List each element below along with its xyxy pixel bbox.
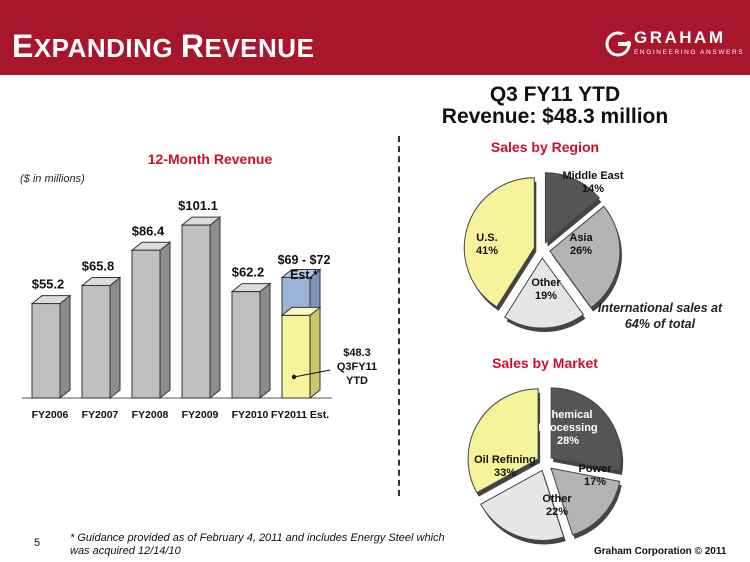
- headline-line-1: Q3 FY11 YTD: [489, 83, 621, 106]
- region-slice-u-s: [463, 177, 535, 308]
- region-slice-asia: [549, 205, 621, 309]
- page-number: 5: [34, 537, 41, 549]
- estimate-label-1: $69 - $72: [278, 253, 331, 267]
- market-label-chemical-processing: Chemical: [544, 409, 593, 421]
- international-note-line-2: 64% of total: [624, 317, 696, 331]
- revenue-unit-note: ($ in millions): [20, 173, 85, 185]
- market-value-power: 17%: [584, 476, 606, 488]
- market-value-chemical-processing: 28%: [557, 435, 579, 447]
- logo-tagline: ENGINEERING ANSWERS: [634, 49, 745, 56]
- bar-fy2010: [231, 291, 261, 399]
- international-sales-note: International sales at 64% of total: [590, 300, 730, 332]
- category-label-fy2006: FY2006: [32, 409, 69, 421]
- bar-fy2011-est-ytd: [281, 314, 311, 399]
- international-note-line-1: International sales at: [597, 301, 723, 315]
- market-chart-title: Sales by Market: [492, 355, 598, 371]
- market-slice-power: [550, 467, 621, 536]
- graham-logo-mark-icon: [605, 31, 632, 57]
- region-value-asia: 26%: [570, 245, 592, 257]
- market-label-oil-refining: Oil Refining: [474, 454, 536, 466]
- logo-wordmark: GRAHAM: [634, 28, 726, 47]
- estimate-label-2: Est.*: [290, 268, 318, 282]
- copyright: Graham Corporation © 2011: [594, 546, 727, 557]
- market-label-power: Power: [578, 463, 612, 475]
- region-label-u-s: U.S.: [476, 232, 497, 244]
- value-label-fy2008: $86.4: [132, 223, 165, 238]
- category-label-fy2007: FY2007: [82, 409, 119, 421]
- value-label-fy2007: $65.8: [82, 258, 115, 273]
- market-value-oil-refining: 33%: [494, 467, 516, 479]
- market-slice-chemical-processing: [550, 387, 622, 472]
- region-chart-title: Sales by Region: [490, 139, 600, 155]
- bar-fy2009: [181, 224, 211, 399]
- market-slice-oil-refining: [467, 388, 539, 494]
- market-label-other: Other: [542, 493, 572, 505]
- revenue-chart-title: 12-Month Revenue: [147, 151, 273, 167]
- region-slice-middle-east: [544, 172, 601, 244]
- ytd-label-1: $48.3: [343, 347, 371, 359]
- market-slice-other: [480, 469, 565, 541]
- bar-fy2007: [81, 284, 111, 399]
- page-title: EXPANDING REVENUE: [12, 28, 315, 64]
- region-slice-other: [504, 257, 585, 329]
- ytd-label-3: YTD: [346, 375, 368, 387]
- section-divider: [398, 136, 400, 496]
- headline-line-2: Revenue: $48.3 million: [441, 105, 669, 128]
- region-value-middle-east: 14%: [582, 183, 604, 195]
- value-label-fy2006: $55.2: [32, 277, 65, 292]
- footnote: * Guidance provided as of February 4, 20…: [70, 532, 445, 557]
- graham-logo: GRAHAM ENGINEERING ANSWERS: [604, 26, 744, 66]
- market-label-chemical-processing-1: Processing: [538, 422, 597, 434]
- category-label-fy2009: FY2009: [182, 409, 219, 421]
- market-value-other: 22%: [546, 506, 568, 518]
- value-label-fy2010: $62.2: [232, 265, 265, 280]
- category-label-fy2011-est: FY2011 Est.: [271, 409, 329, 421]
- region-label-asia: Asia: [569, 232, 593, 244]
- region-label-middle-east: Middle East: [562, 170, 623, 182]
- bar-fy2008: [131, 249, 161, 399]
- category-label-fy2010: FY2010: [232, 409, 269, 421]
- category-label-fy2008: FY2008: [132, 409, 169, 421]
- ytd-pointer-line: [293, 369, 331, 378]
- region-label-other: Other: [531, 277, 561, 289]
- region-value-u-s: 41%: [476, 245, 498, 257]
- region-value-other: 19%: [535, 290, 557, 302]
- header-bar: EXPANDING REVENUE GRAHAM ENGINEERING ANS…: [0, 0, 750, 75]
- bar-fy2006: [31, 303, 61, 399]
- value-label-fy2009: $101.1: [178, 198, 218, 213]
- ytd-label-2: Q3FY11: [337, 361, 377, 373]
